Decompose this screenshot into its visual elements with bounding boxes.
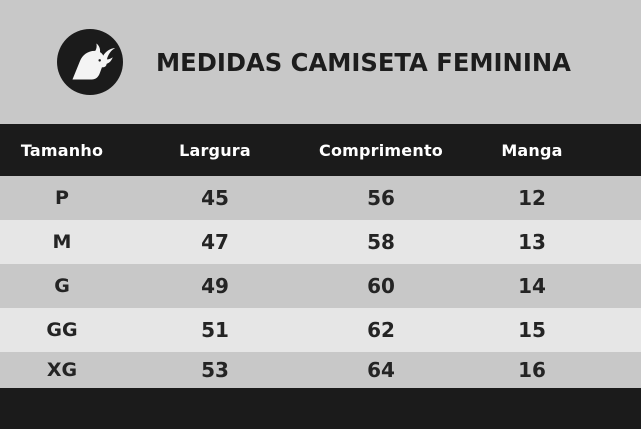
table-cell: GG (46, 319, 78, 341)
table-cell: 45 (201, 186, 229, 210)
column-header-comprimento: Comprimento (319, 140, 443, 160)
table-cell: M (52, 231, 72, 253)
page-title: MEDIDAS CAMISETA FEMININA (156, 47, 571, 77)
table-cell: XG (46, 359, 78, 381)
table-cell: 13 (518, 230, 546, 254)
table-cell: 51 (201, 318, 229, 342)
footer-bar (0, 388, 641, 429)
table-row-p: P 45 56 12 (0, 176, 641, 220)
table-cell: P (55, 187, 69, 209)
table-cell: 64 (367, 358, 395, 382)
table-row-gg: GG 51 62 15 (0, 308, 641, 352)
table-row-m: M 47 58 13 (0, 220, 641, 264)
table-cell: 47 (201, 230, 229, 254)
table-cell: 12 (518, 186, 546, 210)
table-cell: 58 (367, 230, 395, 254)
table-cell: 56 (367, 186, 395, 210)
table-cell: 15 (518, 318, 546, 342)
table-cell: G (54, 275, 70, 297)
table-row-g: G 49 60 14 (0, 264, 641, 308)
table-header-row: Tamanho Largura Comprimento Manga (0, 124, 641, 176)
table-cell: 49 (201, 274, 229, 298)
rhino-icon (57, 29, 123, 95)
table-cell: 62 (367, 318, 395, 342)
column-header-manga: Manga (501, 140, 563, 160)
brand-band: MEDIDAS CAMISETA FEMININA (0, 0, 641, 124)
table-row-xg: XG 53 64 16 (0, 352, 641, 388)
table-cell: 53 (201, 358, 229, 382)
column-header-largura: Largura (179, 140, 251, 160)
table-cell: 60 (367, 274, 395, 298)
column-header-tamanho: Tamanho (20, 140, 104, 160)
table-cell: 16 (518, 358, 546, 382)
table-cell: 14 (518, 274, 546, 298)
